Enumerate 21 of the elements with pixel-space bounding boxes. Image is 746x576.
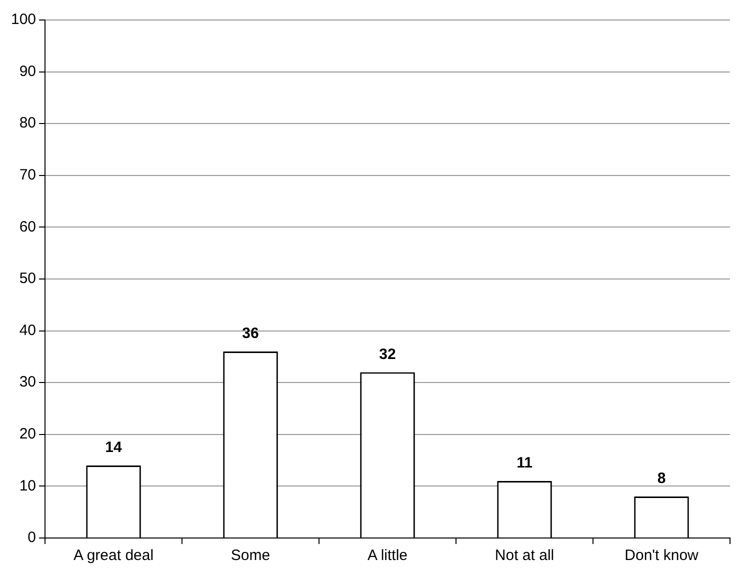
x-tick-label: A great deal [73,547,154,564]
y-tick-label: 80 [19,114,36,132]
y-tick-label: 70 [19,166,36,184]
x-tick-label: Don't know [624,547,699,564]
data-label: 11 [516,454,532,472]
y-tick-label: 20 [19,426,36,443]
y-tick-label: 10 [19,477,36,494]
y-tick-label: 90 [19,62,36,80]
y-tick-label: 50 [19,270,36,288]
y-tick-label: 40 [19,322,36,339]
data-label: 36 [242,325,259,342]
y-tick-label: 30 [19,374,36,391]
x-tick-label: Some [230,547,270,564]
x-tick-label: A little [368,547,408,564]
data-label: 14 [105,439,123,456]
y-tick-label: 100 [10,11,36,28]
x-tick-label: Not at all [494,547,554,564]
data-label: 8 [657,470,666,488]
y-tick-label: 60 [19,218,36,236]
y-tick-label: 0 [28,529,36,546]
data-label: 32 [379,346,396,363]
